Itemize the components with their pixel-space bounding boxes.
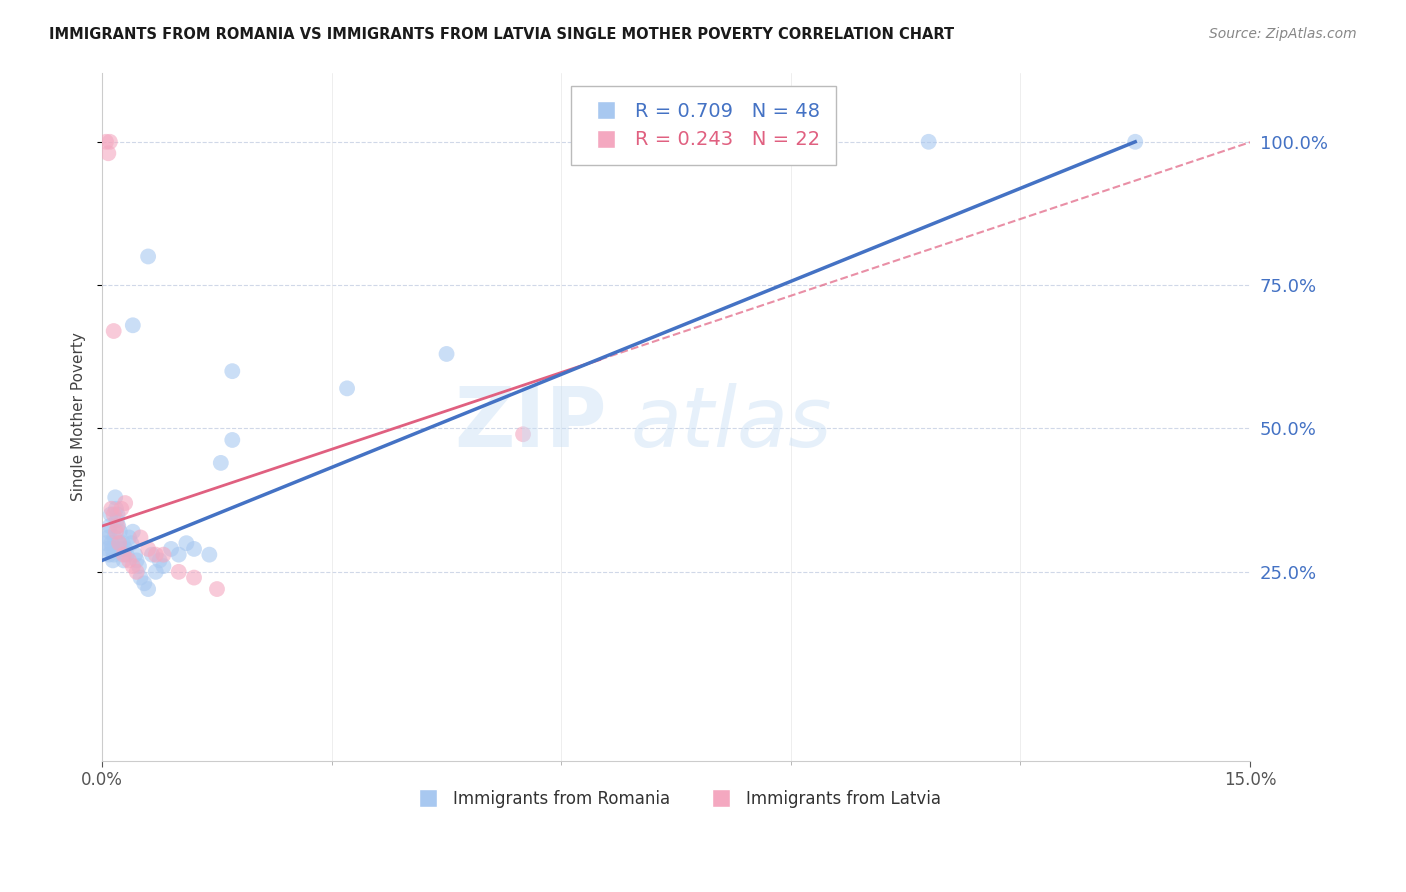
Legend: Immigrants from Romania, Immigrants from Latvia: Immigrants from Romania, Immigrants from… bbox=[405, 783, 948, 814]
Point bbox=[108, 536, 131, 550]
Text: Source: ZipAtlas.com: Source: ZipAtlas.com bbox=[1209, 27, 1357, 41]
Point bbox=[103, 324, 125, 338]
Text: ZIP: ZIP bbox=[454, 384, 607, 465]
Point bbox=[105, 513, 128, 527]
Point bbox=[98, 519, 121, 533]
Point bbox=[114, 541, 136, 556]
Point bbox=[125, 565, 148, 579]
Point bbox=[121, 524, 143, 539]
Point bbox=[100, 508, 122, 522]
Point bbox=[94, 135, 117, 149]
Point bbox=[98, 548, 121, 562]
Point bbox=[129, 531, 152, 545]
Point bbox=[167, 565, 190, 579]
Point bbox=[112, 548, 135, 562]
Point bbox=[129, 571, 152, 585]
Point bbox=[108, 536, 131, 550]
Point bbox=[221, 364, 243, 378]
Point bbox=[118, 531, 141, 545]
Point bbox=[107, 519, 129, 533]
Point bbox=[221, 433, 243, 447]
Point bbox=[145, 565, 167, 579]
Y-axis label: Single Mother Poverty: Single Mother Poverty bbox=[72, 333, 86, 501]
Point bbox=[121, 559, 143, 574]
Point bbox=[136, 250, 159, 264]
Point bbox=[136, 541, 159, 556]
Point bbox=[121, 318, 143, 333]
Point bbox=[97, 541, 120, 556]
Point bbox=[103, 508, 125, 522]
Point bbox=[115, 548, 138, 562]
Point bbox=[98, 135, 121, 149]
Point bbox=[114, 496, 136, 510]
Point bbox=[111, 536, 134, 550]
Point bbox=[104, 524, 127, 539]
Point bbox=[103, 548, 125, 562]
Point bbox=[97, 531, 120, 545]
Point bbox=[104, 501, 127, 516]
Point bbox=[120, 536, 142, 550]
Point bbox=[145, 548, 167, 562]
Point bbox=[141, 548, 163, 562]
Point bbox=[101, 541, 124, 556]
Point bbox=[104, 491, 127, 505]
Point bbox=[107, 508, 129, 522]
Point bbox=[110, 541, 132, 556]
Point bbox=[436, 347, 458, 361]
Point bbox=[110, 501, 132, 516]
Point bbox=[100, 501, 122, 516]
Point bbox=[107, 519, 129, 533]
Point bbox=[125, 553, 148, 567]
Point bbox=[112, 553, 135, 567]
Point bbox=[917, 135, 939, 149]
Point bbox=[118, 553, 141, 567]
Point bbox=[98, 524, 121, 539]
Point bbox=[209, 456, 232, 470]
Point bbox=[97, 146, 120, 161]
Point bbox=[336, 381, 359, 395]
Point bbox=[149, 553, 172, 567]
Point bbox=[152, 548, 174, 562]
Point bbox=[176, 536, 198, 550]
Text: atlas: atlas bbox=[630, 384, 832, 465]
Point bbox=[1123, 135, 1146, 149]
Point bbox=[134, 576, 156, 591]
Point bbox=[160, 541, 183, 556]
Point bbox=[94, 536, 117, 550]
Point bbox=[198, 548, 221, 562]
Text: IMMIGRANTS FROM ROMANIA VS IMMIGRANTS FROM LATVIA SINGLE MOTHER POVERTY CORRELAT: IMMIGRANTS FROM ROMANIA VS IMMIGRANTS FR… bbox=[49, 27, 955, 42]
Point bbox=[108, 524, 131, 539]
Point bbox=[101, 553, 124, 567]
Point bbox=[167, 548, 190, 562]
Point bbox=[512, 427, 534, 442]
Point bbox=[183, 571, 205, 585]
Point bbox=[152, 559, 174, 574]
Point bbox=[124, 548, 146, 562]
Point bbox=[100, 536, 122, 550]
Point bbox=[183, 541, 205, 556]
Point bbox=[136, 582, 159, 596]
Point bbox=[205, 582, 228, 596]
Point bbox=[128, 559, 150, 574]
Point bbox=[103, 531, 125, 545]
